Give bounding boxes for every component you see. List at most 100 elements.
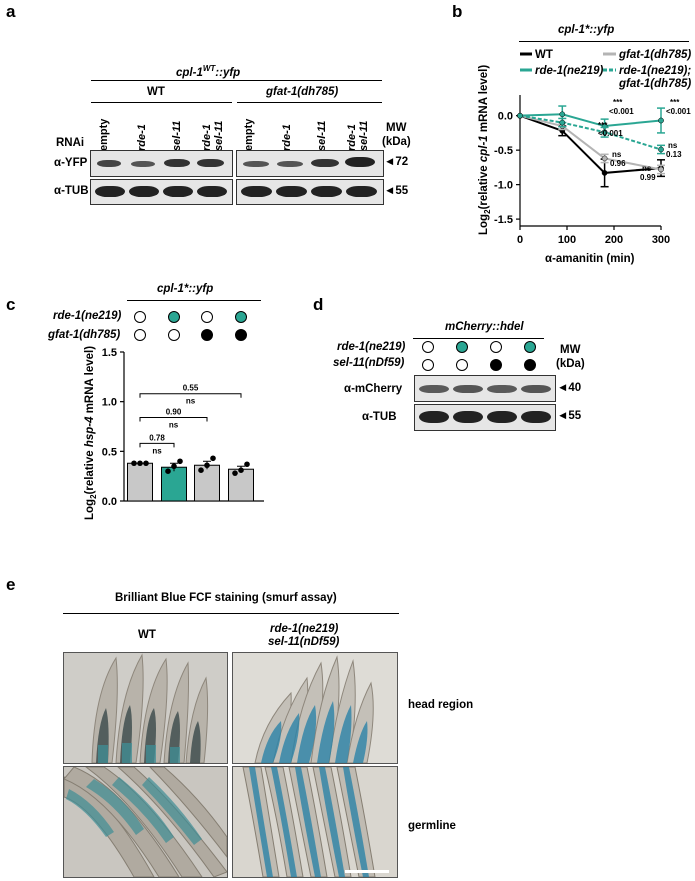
panel-d-title: mCherry::hdel <box>445 321 524 333</box>
b-point <box>658 117 664 124</box>
panel-c-chart: 0.0 0.5 1.0 1.5 0.55 ns 0.90 ns 0.78 ns Log2(rel… <box>84 346 264 520</box>
band <box>241 186 272 197</box>
panel-d-label: d <box>313 295 324 314</box>
c-ylabel: Log2(relative hsp-4 mRNA level) <box>84 346 98 520</box>
panel-e-col1: WT <box>138 629 156 641</box>
c-comparison-ns: ns <box>152 446 162 455</box>
c-bar-4 <box>228 468 254 502</box>
band <box>346 186 377 197</box>
c-point <box>131 460 137 467</box>
b-ytick-label: -0.5 <box>494 145 513 157</box>
lane-label-3: sel-11 <box>171 120 183 151</box>
panel-a-title-suffix: ::yfp <box>215 66 241 79</box>
panel-a-title-sup: WT <box>202 64 216 73</box>
worm-illustration <box>242 767 389 877</box>
b-series-line-2 <box>519 114 662 171</box>
filled-circle <box>490 359 502 371</box>
panel-a-label: a <box>6 2 16 21</box>
b-ylabel-gene: cpl-1 <box>478 135 490 162</box>
c-comparison-bracket <box>139 417 208 422</box>
band <box>131 161 155 167</box>
c-ylabel-gene: hsp-4 <box>84 416 96 447</box>
open-circle <box>456 359 468 371</box>
open-circle <box>134 329 146 341</box>
worm-illustration <box>91 653 209 763</box>
photo-wt-germline <box>63 766 228 878</box>
panel-a-mw: MW <box>386 122 407 134</box>
c-ylabel-sub: 2 <box>89 494 98 499</box>
panel-d-title-line <box>413 338 544 339</box>
b-ylabel-a: (relative <box>478 162 490 209</box>
panel-b-title-line <box>519 41 689 42</box>
open-circle <box>134 311 146 323</box>
b-ytick-label: -1.0 <box>494 180 513 192</box>
panel-d-blot2: α-TUB <box>362 411 397 423</box>
c-comparisons: 0.55 ns 0.90 ns 0.78 ns <box>139 384 242 455</box>
open-circle <box>422 341 434 353</box>
band <box>419 411 449 423</box>
panel-d-blot1: α-mCherry <box>344 383 403 395</box>
lane-label-1: empty <box>98 118 110 151</box>
c-point <box>238 467 244 474</box>
b-xtick-label: 200 <box>605 234 623 246</box>
panel-d-row2: sel-11(nDf59) <box>333 357 405 369</box>
scale-bar <box>345 870 389 873</box>
c-point <box>232 470 238 476</box>
lane-label-2: rde-1 <box>136 124 148 151</box>
panel-a-group-wt-line <box>91 102 232 103</box>
panel-d-row1: rde-1(ne219) <box>337 341 406 353</box>
legend-rdegfat-1: rde-1(ne219); <box>619 65 691 77</box>
band <box>276 186 307 197</box>
panel-c-row1: rde-1(ne219) <box>53 310 122 322</box>
b-series-line-1 <box>519 114 662 174</box>
row-label-tub: α-TUB <box>54 185 89 197</box>
photo-wt-head <box>63 652 228 764</box>
lane-label-5: empty <box>243 118 255 151</box>
c-point <box>171 463 177 470</box>
c-comparison-p: 0.90 <box>166 408 182 417</box>
c-bar-1 <box>127 462 153 502</box>
c-point <box>165 468 171 475</box>
lane-label-8b: sel-11 <box>358 120 370 151</box>
lane-label-6: rde-1 <box>281 124 293 151</box>
band <box>487 411 517 423</box>
c-bars <box>127 455 254 502</box>
annot-p-300b: <0.001 <box>666 107 691 116</box>
c-ytick-label: 0.5 <box>102 446 117 458</box>
b-point <box>658 146 664 153</box>
c-point <box>244 461 250 468</box>
b-y-ticks: 0.0 -0.5 -1.0 -1.5 <box>494 111 520 226</box>
panel-c-title-line <box>127 300 261 301</box>
c-comparison-bracket <box>139 442 175 448</box>
panel-b-label: b <box>452 2 463 21</box>
c-point <box>204 462 210 469</box>
blot-tub-d <box>414 404 556 431</box>
c-point <box>143 460 149 467</box>
legend-rdegfat-2: gfat-1(dh785) <box>618 78 691 90</box>
b-point <box>559 111 566 118</box>
b-point <box>601 170 608 176</box>
panel-b-title: cpl-1*::yfp <box>558 24 615 36</box>
band <box>521 385 551 393</box>
annot-p-300d: 0.99 <box>640 173 656 182</box>
panel-d-mw: MW <box>560 344 581 356</box>
c-ytick-label: 1.5 <box>102 347 117 359</box>
panel-e-title-line <box>63 613 399 614</box>
b-series <box>517 105 665 188</box>
open-circle <box>201 311 213 323</box>
b-point <box>601 129 608 136</box>
legend: WT gfat-1(dh785) rde-1(ne219) rde-1(ne21… <box>520 49 691 90</box>
mw-72: ◄72 <box>384 156 409 168</box>
band <box>243 161 269 167</box>
b-x-ticks: 0 100 200 300 <box>517 226 670 246</box>
panel-a-rnai-label: RNAi <box>56 137 85 149</box>
b-xlabel: α-amanitin (min) <box>545 253 635 265</box>
panel-a-group-wt: WT <box>147 86 165 98</box>
band <box>197 186 227 197</box>
open-circle <box>168 329 180 341</box>
blot-mcherry <box>414 375 556 402</box>
filled-circle <box>235 329 247 341</box>
panel-d-mw40: ◄40 <box>557 382 582 394</box>
panel-e-col2b: sel-11(nDf59) <box>268 636 340 648</box>
panel-d-mw55: ◄55 <box>557 410 582 422</box>
